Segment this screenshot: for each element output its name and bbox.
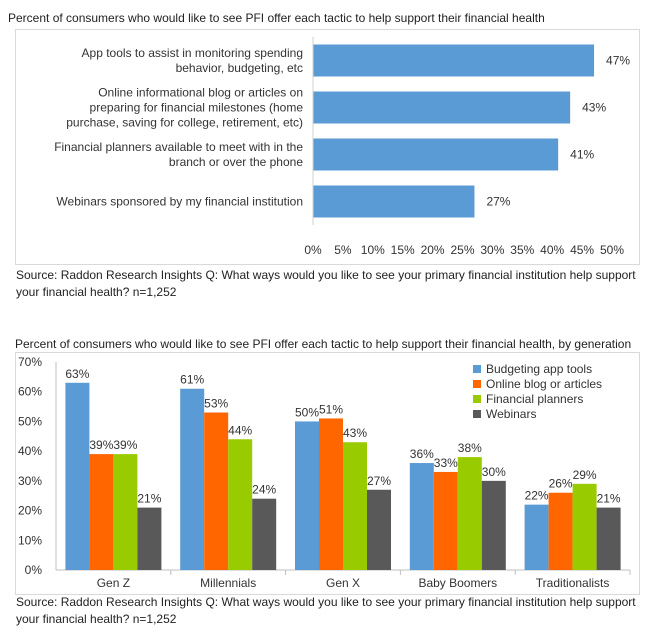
bar-value-label-1-series-0: 61% (180, 373, 204, 387)
bar-2 (313, 138, 559, 171)
x-tick-label-3: 15% (391, 243, 415, 257)
bar-value-label-4-series-1: 26% (549, 477, 573, 491)
category-label-3-line-0: Webinars sponsored by my financial insti… (56, 195, 303, 209)
legend-swatch-0 (473, 365, 481, 373)
x-tick-label-1: 5% (334, 243, 352, 257)
x-tick-label-6: 30% (480, 243, 504, 257)
bar-value-label-2-series-1: 51% (319, 402, 343, 416)
bar-0 (313, 44, 595, 77)
category-label-1-line-2: purchase, saving for college, retirement… (66, 116, 303, 130)
bar-2-series-2 (343, 442, 367, 570)
bar-4-series-1 (548, 492, 573, 570)
y-tick-label-3: 30% (18, 474, 42, 488)
legend-label-1: Online blog or articles (486, 377, 602, 391)
chart2-frame: 0% 10% 20% 30% 40% 50% 60% 70% 63% 39% 39% 21% Gen Z… (15, 352, 640, 595)
bar-value-label-3-series-3: 30% (482, 465, 506, 479)
y-tick-label-2: 20% (18, 504, 42, 518)
bar-value-label-4-series-2: 29% (573, 468, 597, 482)
y-tick-label-6: 60% (18, 385, 42, 399)
bar-1-series-0 (180, 388, 205, 570)
bar-value-label-3-series-2: 38% (458, 441, 482, 455)
bar-value-label-4-series-3: 21% (597, 492, 621, 506)
bar-value-label-0-series-3: 21% (137, 492, 161, 506)
bar-value-label-2-series-0: 50% (295, 405, 319, 419)
category-label-2-line-1: branch or over the phone (169, 155, 303, 169)
chart1-title: Percent of consumers who would like to s… (8, 11, 545, 25)
bar-value-label-3: 27% (486, 195, 510, 209)
bar-value-label-1: 43% (582, 101, 606, 115)
bar-value-label-1-series-3: 24% (252, 483, 276, 497)
category-label-4: Traditionalists (536, 576, 610, 590)
bar-1-series-2 (228, 439, 253, 570)
grouped-bar-chart: 0% 10% 20% 30% 40% 50% 60% 70% 63% 39% 39% 21% Gen Z… (18, 355, 631, 590)
category-label-3: Baby Boomers (418, 576, 497, 590)
legend-swatch-3 (473, 410, 481, 418)
bar-3 (313, 185, 475, 218)
bar-value-label-3-series-1: 33% (434, 456, 458, 470)
bar-0-series-1 (89, 454, 114, 570)
bar-value-label-1-series-1: 53% (204, 397, 228, 411)
chart2-title: Percent of consumers who would like to s… (15, 337, 632, 351)
bar-3-series-0 (409, 463, 434, 570)
bar-3-series-3 (481, 480, 506, 570)
bar-4-series-2 (572, 483, 597, 570)
bar-1-series-3 (252, 498, 277, 570)
legend-swatch-2 (473, 395, 481, 403)
x-tick-label-7: 35% (510, 243, 534, 257)
bar-1 (313, 91, 571, 124)
bar-2-series-3 (367, 489, 391, 570)
bar-1-series-1 (204, 412, 229, 570)
bar-4-series-0 (524, 504, 549, 570)
bar-3-series-2 (457, 457, 482, 570)
bar-0-series-2 (113, 454, 138, 570)
bar-value-label-2: 41% (570, 148, 594, 162)
category-label-0-line-0: App tools to assist in monitoring spendi… (82, 46, 303, 60)
category-label-0: Gen Z (97, 576, 130, 590)
bar-value-label-0-series-0: 63% (65, 367, 89, 381)
category-label-2: Gen X (326, 576, 360, 590)
category-label-2-line-0: Financial planners available to meet wit… (54, 140, 303, 154)
category-label-0-line-1: behavior, budgeting, etc (176, 61, 303, 75)
y-tick-label-5: 50% (18, 414, 42, 428)
y-tick-label-7: 70% (18, 355, 42, 369)
bar-value-label-0-series-1: 39% (89, 438, 113, 452)
bar-0-series-0 (65, 382, 90, 570)
bar-value-label-1-series-2: 44% (228, 423, 252, 437)
legend-label-3: Webinars (486, 407, 536, 421)
x-tick-label-8: 40% (540, 243, 564, 257)
x-tick-label-10: 50% (600, 243, 624, 257)
bar-3-series-1 (433, 471, 458, 570)
y-tick-label-4: 40% (18, 444, 42, 458)
bar-value-label-2-series-2: 43% (343, 426, 367, 440)
x-tick-label-9: 45% (570, 243, 594, 257)
bar-value-label-3-series-0: 36% (410, 447, 434, 461)
bar-value-label-2-series-3: 27% (367, 474, 391, 488)
x-tick-label-4: 20% (421, 243, 445, 257)
category-label-1: Millennials (200, 576, 256, 590)
bar-value-label-4-series-0: 22% (525, 489, 549, 503)
x-tick-label-0: 0% (304, 243, 322, 257)
bar-4-series-3 (596, 507, 621, 570)
bar-0-series-3 (137, 507, 162, 570)
bar-2-series-1 (319, 418, 343, 570)
x-tick-label-5: 25% (450, 243, 474, 257)
y-tick-label-1: 10% (18, 533, 42, 547)
bar-value-label-0: 47% (606, 54, 630, 68)
y-tick-label-0: 0% (25, 563, 43, 577)
legend-swatch-1 (473, 380, 481, 388)
legend-label-0: Budgeting app tools (486, 362, 592, 376)
horizontal-bar-chart: 47% App tools to assist in monitoring spe… (54, 37, 630, 257)
chart1-source: Source: Raddon Research Insights Q: What… (16, 268, 636, 299)
category-label-1-line-0: Online informational blog or articles on (98, 86, 303, 100)
chart2-source: Source: Raddon Research Insights Q: What… (16, 595, 636, 626)
bar-2-series-0 (295, 421, 319, 570)
chart1-frame: 47% App tools to assist in monitoring spe… (15, 29, 640, 265)
category-label-1-line-1: preparing for financial milestones (home (90, 101, 304, 115)
bar-value-label-0-series-2: 39% (113, 438, 137, 452)
x-tick-label-2: 10% (361, 243, 385, 257)
legend-label-2: Financial planners (486, 392, 583, 406)
